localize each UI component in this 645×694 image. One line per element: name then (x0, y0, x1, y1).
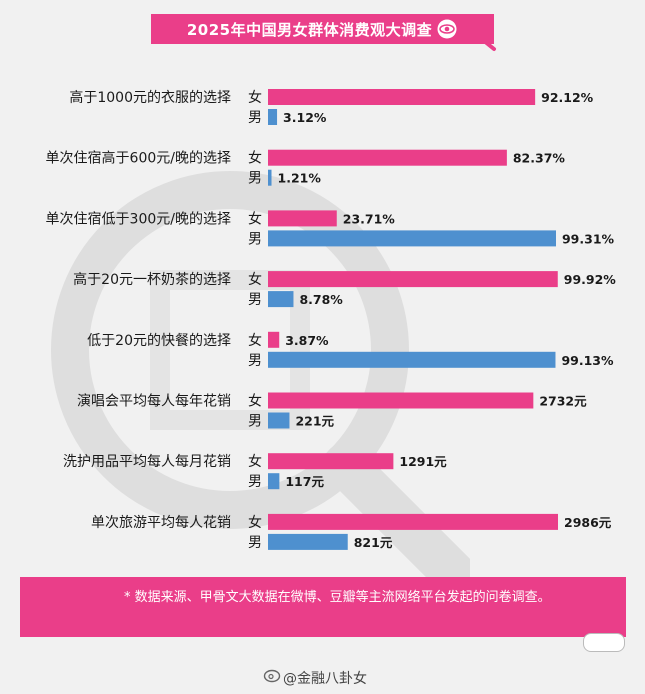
series-label-male: 男 (248, 231, 262, 247)
series-label-male: 男 (248, 414, 262, 430)
bar-female (268, 89, 536, 105)
value-label: 2732元 (539, 394, 587, 409)
value-label: 3.87% (285, 333, 329, 348)
series-label-female: 女 (248, 453, 262, 470)
bar-male (268, 109, 278, 125)
value-label: 99.92% (564, 272, 617, 287)
value-label: 3.12% (283, 110, 327, 125)
bar-female (268, 271, 558, 288)
series-label-female: 女 (248, 514, 262, 531)
series-label-female: 女 (248, 150, 262, 167)
chart-title: 2025年中国男女群体消费观大调查 (186, 20, 433, 39)
value-label: 99.31% (562, 231, 615, 246)
bar-male (268, 291, 294, 308)
magnifier-handle-decoration (466, 26, 496, 51)
value-label: 8.78% (299, 292, 343, 307)
value-label: 821元 (354, 535, 393, 550)
bar-female (268, 210, 337, 227)
value-label: 117元 (285, 474, 324, 489)
category-label: 单次住宿低于300元/晚的选择 (46, 210, 231, 227)
value-label: 99.13% (561, 353, 614, 368)
bar-male (268, 230, 556, 247)
value-label: 2986元 (564, 515, 612, 530)
footer-note: * 数据来源、甲骨文大数据在微博、豆瓣等主流网络平台发起的问卷调查。 (124, 590, 551, 605)
bar-male (268, 412, 290, 429)
series-label-male: 男 (248, 474, 262, 490)
category-label: 高于1000元的衣服的选择 (69, 89, 231, 106)
series-label-female: 女 (248, 393, 262, 410)
bar-female (268, 453, 394, 470)
bar-female (268, 392, 534, 409)
source-credit: @金融八卦女 (283, 671, 367, 687)
series-label-male: 男 (248, 292, 262, 308)
category-label: 低于20元的快餐的选择 (87, 333, 231, 349)
bar-male (268, 473, 280, 490)
weibo-icon (263, 669, 281, 683)
series-label-male: 男 (248, 171, 262, 187)
category-label: 单次旅游平均每人花销 (91, 515, 231, 531)
chart-title-bar: 2025年中国男女群体消费观大调查 (151, 14, 494, 44)
series-label-female: 女 (248, 89, 262, 106)
series-label-male: 男 (248, 110, 262, 126)
category-label: 单次住宿高于600元/晚的选择 (46, 150, 231, 167)
bar-male (268, 533, 348, 550)
bar-female (268, 513, 558, 530)
series-label-female: 女 (248, 271, 262, 288)
bar-female (268, 331, 280, 348)
bar-male (268, 351, 556, 368)
category-label: 高于20元一杯奶茶的选择 (73, 271, 231, 288)
bar-male (268, 169, 272, 186)
category-label: 洗护用品平均每人每月花销 (63, 454, 231, 470)
eye-icon (437, 19, 457, 39)
value-label: 1.21% (278, 171, 322, 186)
bar-female (268, 149, 507, 166)
category-label: 演唱会平均每人每年花销 (77, 394, 231, 410)
series-label-female: 女 (248, 210, 262, 227)
value-label: 1291元 (399, 454, 447, 469)
value-label: 92.12% (541, 90, 594, 105)
footer-note-box: * 数据来源、甲骨文大数据在微博、豆瓣等主流网络平台发起的问卷调查。 (20, 577, 626, 637)
series-label-male: 男 (248, 353, 262, 369)
series-label-male: 男 (248, 535, 262, 551)
value-label: 221元 (295, 414, 334, 429)
series-label-female: 女 (248, 332, 262, 349)
weibo-badge (583, 633, 625, 652)
bar-chart: 高于1000元的衣服的选择女 92.12%男 3.12%单次住宿高于600元/晚的选… (46, 89, 617, 551)
value-label: 82.37% (513, 151, 566, 166)
value-label: 23.71% (343, 211, 396, 226)
